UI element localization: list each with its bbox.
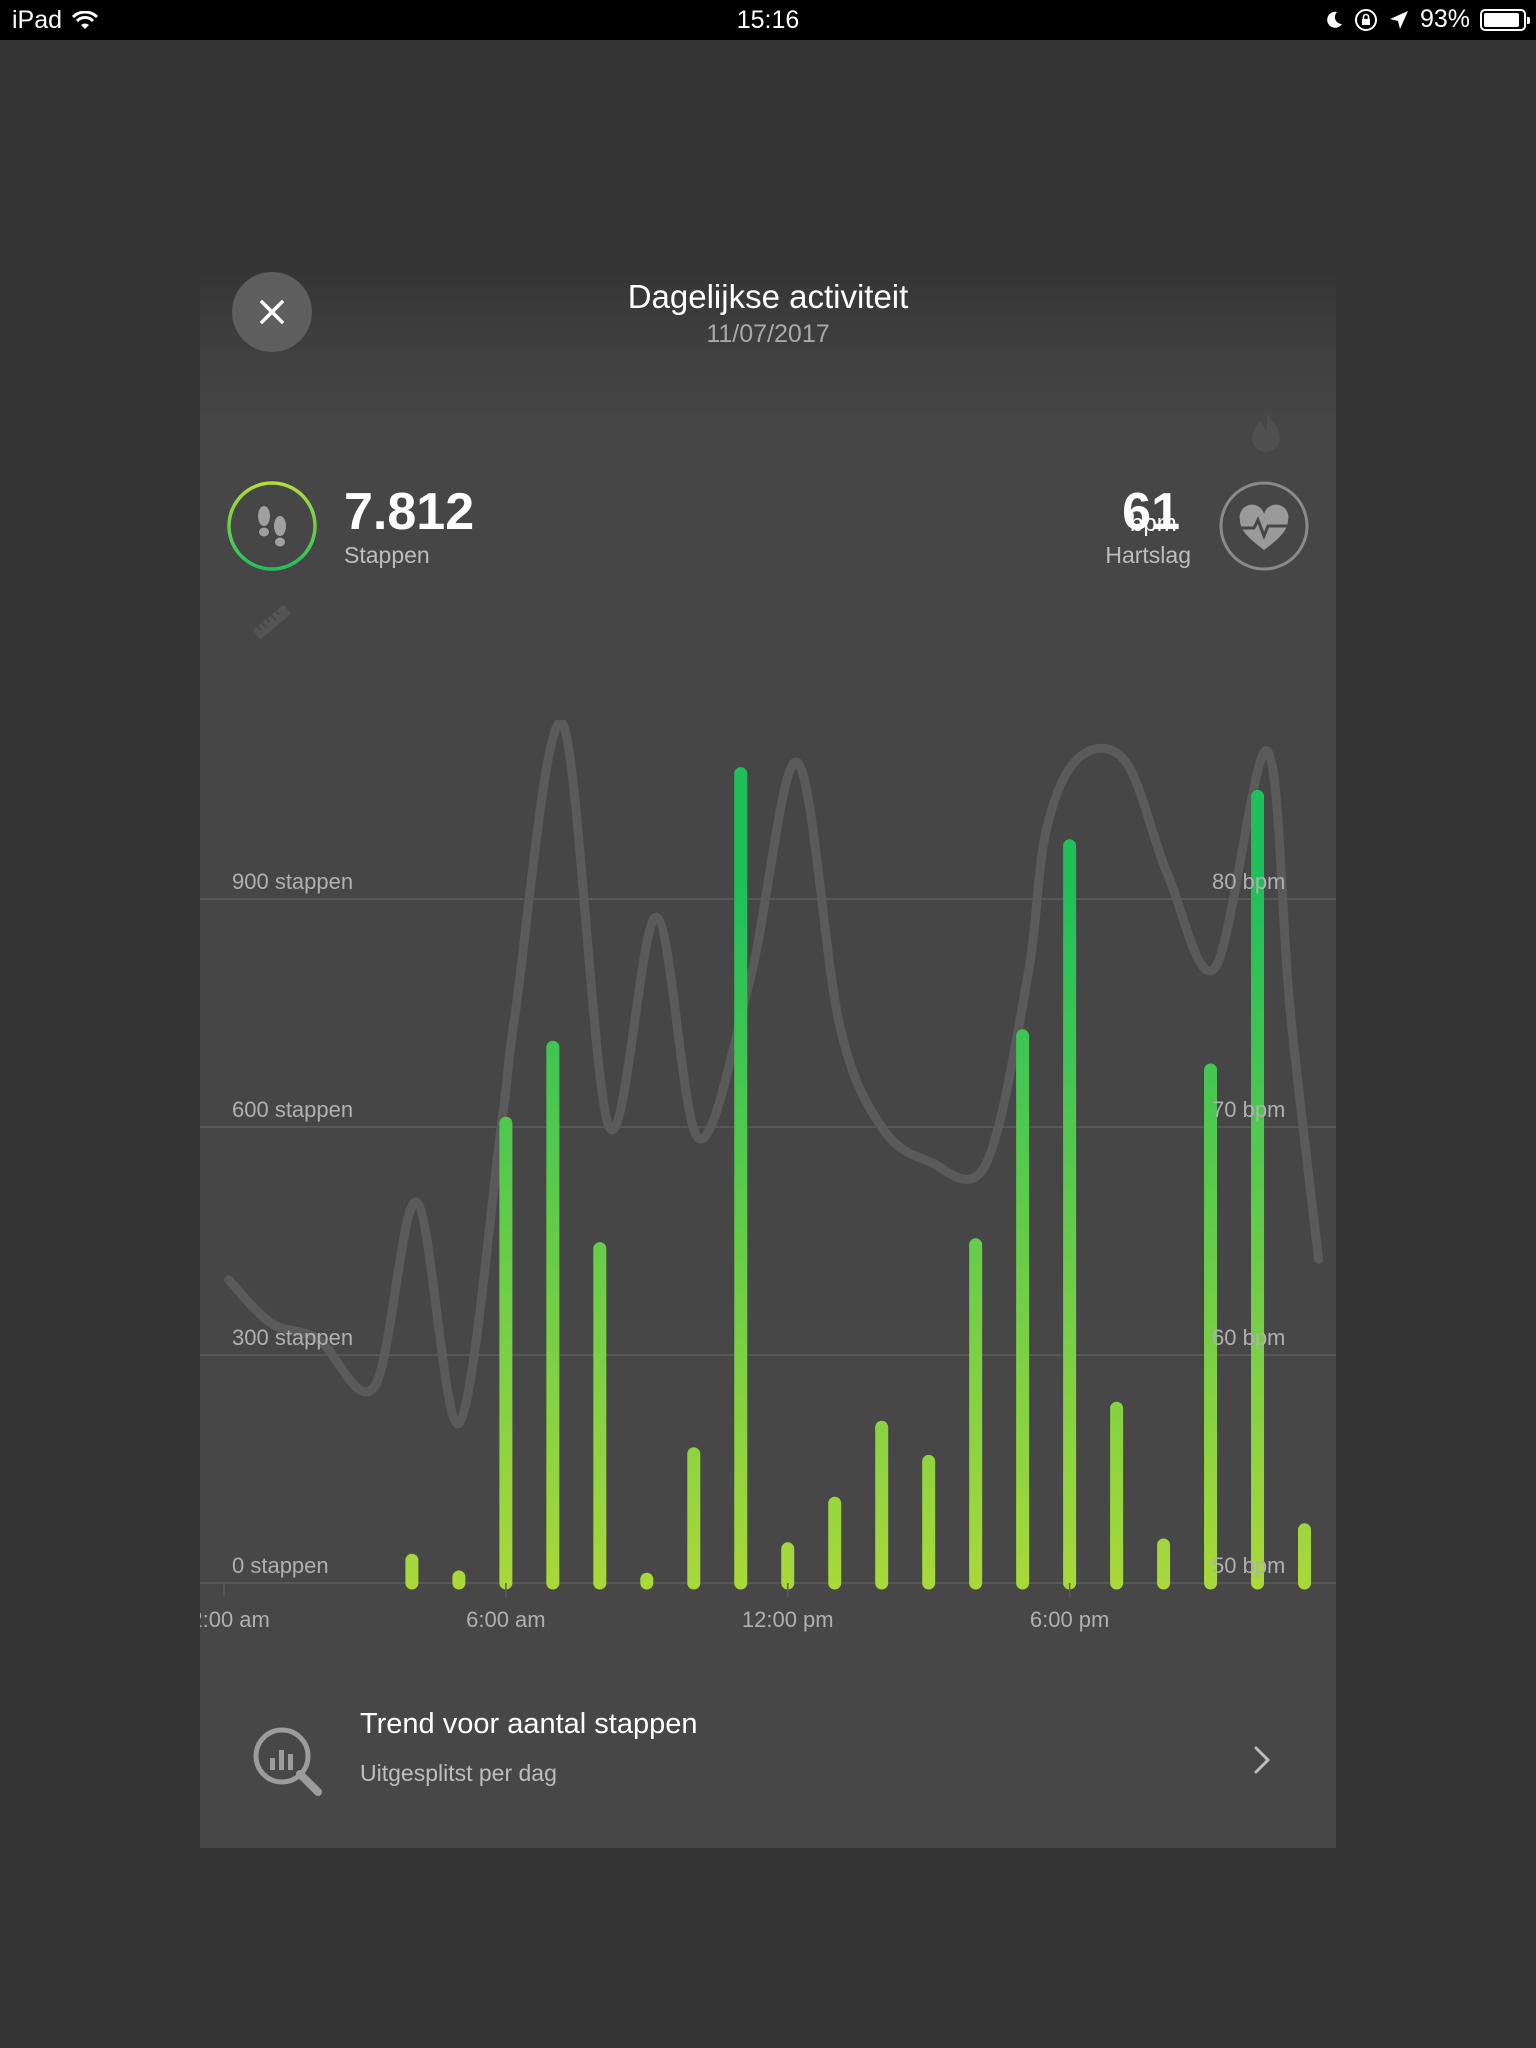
heart-rate-line bbox=[224, 720, 1324, 1428]
steps-ring[interactable] bbox=[226, 480, 318, 572]
footprints-icon bbox=[258, 506, 286, 547]
moon-icon bbox=[1327, 11, 1342, 28]
heart-rate-unit: bpm bbox=[1130, 510, 1177, 537]
x-tick-label: 6:00 pm bbox=[1030, 1607, 1110, 1632]
page-date: 11/07/2017 bbox=[706, 320, 830, 348]
page-title: Dagelijkse activiteit bbox=[627, 278, 909, 315]
trend-subtitle: Uitgesplitst per dag bbox=[360, 1760, 557, 1786]
ruler-icon bbox=[253, 605, 291, 639]
flame-icon bbox=[1252, 412, 1280, 452]
device-name: iPad bbox=[12, 6, 63, 34]
x-tick-label: 12:00 pm bbox=[742, 1607, 834, 1632]
y-tick-label-steps: 900 stappen bbox=[232, 869, 353, 894]
y-tick-label-bpm: 80 bpm bbox=[1212, 869, 1285, 894]
y-tick-label-steps: 300 stappen bbox=[232, 1325, 353, 1350]
heart-rate-ring[interactable] bbox=[1218, 480, 1310, 572]
x-tick-label: 12:00 am bbox=[200, 1607, 270, 1632]
status-time: 15:16 bbox=[736, 6, 800, 34]
y-tick-label-bpm: 50 bpm bbox=[1212, 1553, 1285, 1578]
y-tick-label-bpm: 60 bpm bbox=[1212, 1325, 1285, 1350]
x-tick-label: 6:00 am bbox=[466, 1607, 545, 1632]
battery-icon bbox=[1480, 8, 1530, 31]
wifi-icon bbox=[72, 10, 99, 29]
heart-rate-label: Hartslag bbox=[1105, 542, 1191, 568]
chevron-right-icon bbox=[1254, 1746, 1271, 1774]
battery-percent: 93% bbox=[1419, 5, 1470, 33]
close-button[interactable] bbox=[232, 272, 312, 352]
trend-search-icon bbox=[253, 1727, 322, 1796]
close-icon bbox=[260, 300, 284, 324]
activity-chart: 0 stappen 300 stappen 600 stappen 900 stapp… bbox=[200, 720, 1336, 1632]
trend-title: Trend voor aantal stappen bbox=[360, 1708, 698, 1740]
steps-label: Stappen bbox=[344, 542, 430, 568]
y-tick-label-bpm: 70 bpm bbox=[1212, 1097, 1285, 1122]
status-bar: iPad 15:16 93% bbox=[0, 0, 1536, 40]
steps-trend-row[interactable]: Trend voor aantal stappen Uitgesplitst p… bbox=[200, 1690, 1336, 1830]
location-arrow-icon bbox=[1389, 10, 1408, 29]
y-tick-label-steps: 600 stappen bbox=[232, 1097, 353, 1122]
y-tick-label-steps: 0 stappen bbox=[232, 1553, 329, 1578]
heart-rate-icon bbox=[1236, 504, 1292, 550]
rotation-lock-icon bbox=[1354, 8, 1377, 31]
battery-fill bbox=[1484, 12, 1520, 27]
heart-rate-value: 61 bbox=[1122, 483, 1180, 541]
steps-value: 7.812 bbox=[344, 483, 475, 541]
